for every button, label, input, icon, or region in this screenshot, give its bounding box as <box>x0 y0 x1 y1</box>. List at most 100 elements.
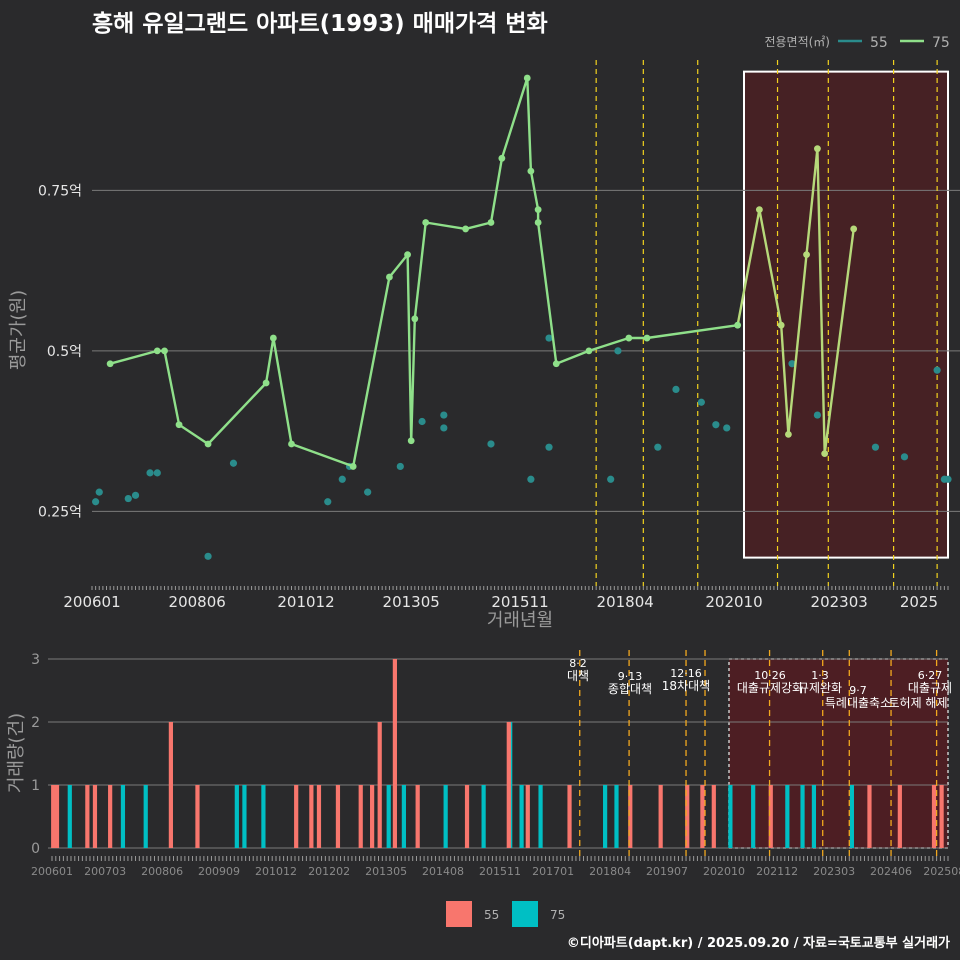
policy-date-label: 6·27 <box>918 669 943 682</box>
point-75 <box>175 421 183 429</box>
bar-55 <box>897 785 902 848</box>
policy-date-label: 8·2 <box>569 657 587 670</box>
bar-55 <box>294 785 299 848</box>
bar-x-tick-label: 200703 <box>84 865 126 878</box>
bar-75 <box>603 785 608 848</box>
point-55 <box>813 411 822 419</box>
bar-x-tick-label: 202508 <box>923 865 960 878</box>
policy-date-label: 9·13 <box>618 670 643 683</box>
policy-date-label: 1·3 <box>811 669 829 682</box>
bar-55 <box>464 785 470 848</box>
bar-55 <box>195 785 200 848</box>
point-75 <box>106 360 114 368</box>
point-75 <box>755 206 763 214</box>
point-55 <box>871 443 880 451</box>
point-55 <box>723 424 731 432</box>
y-tick-label: 0.25억 <box>38 504 82 520</box>
bar-y-tick-label: 3 <box>31 652 40 668</box>
bar-75 <box>751 785 756 848</box>
bar-x-tick-label: 201804 <box>589 865 631 878</box>
highlight-region <box>743 70 949 559</box>
legend-label-55: 55 <box>870 35 888 51</box>
bar-75 <box>143 785 148 848</box>
bar-55 <box>700 785 705 848</box>
point-55 <box>672 385 680 394</box>
point-55 <box>487 440 495 448</box>
bar-75 <box>728 785 733 848</box>
policy-text-label: 토허제 해제 <box>888 696 947 710</box>
bar-55 <box>92 785 98 848</box>
point-75 <box>850 225 858 233</box>
bar-55 <box>939 785 944 848</box>
point-75 <box>288 440 295 448</box>
point-75 <box>269 334 277 342</box>
bar-55 <box>108 785 113 848</box>
policy-text-label: 18차대책 <box>662 678 710 693</box>
point-75 <box>161 347 168 355</box>
bar-y-tick-label: 2 <box>31 715 40 731</box>
bar-x-tick-label: 201408 <box>422 865 464 878</box>
bar-x-tick-label: 200806 <box>141 865 183 878</box>
bar-x-tick-label: 201511 <box>479 865 521 878</box>
point-55 <box>92 498 100 506</box>
point-75 <box>407 437 415 445</box>
bar-55 <box>370 785 375 848</box>
bar-x-tick-label: 200909 <box>198 865 240 878</box>
y-tick-label: 0.75억 <box>38 183 82 199</box>
bar-y-tick-label: 0 <box>31 841 40 857</box>
point-55 <box>124 494 132 503</box>
point-55 <box>204 552 212 560</box>
bar-55 <box>685 785 690 848</box>
bar-x-tick-label: 202303 <box>813 865 855 878</box>
bar-x-tick-label: 202406 <box>870 865 912 878</box>
point-55 <box>788 360 796 368</box>
point-55 <box>527 475 535 483</box>
bar-75 <box>234 785 239 848</box>
point-75 <box>585 347 593 355</box>
point-55 <box>440 411 448 419</box>
point-55 <box>396 462 404 471</box>
policy-text-label: 대출규제 <box>908 681 952 695</box>
point-55 <box>654 443 662 451</box>
bar-75 <box>481 785 486 848</box>
point-55 <box>146 469 154 477</box>
y-axis-label: 평균가(원) <box>8 290 29 370</box>
bar-55 <box>316 785 322 848</box>
point-75 <box>625 334 633 342</box>
policy-date-label: 9·7 <box>849 684 867 697</box>
bar-55 <box>768 785 773 848</box>
bar-y-tick-label: 1 <box>31 778 40 794</box>
point-75 <box>386 273 393 281</box>
point-55 <box>364 488 372 496</box>
bar-55 <box>525 785 530 848</box>
point-75 <box>785 430 792 438</box>
bar-75 <box>120 785 126 848</box>
bar-55 <box>377 722 382 848</box>
policy-text-label: 종합대책 <box>608 681 652 696</box>
bar-75 <box>614 785 619 848</box>
bar-55 <box>415 785 420 848</box>
point-55 <box>338 475 346 483</box>
point-75 <box>462 225 469 233</box>
x-tick-label: 201305 <box>383 593 440 611</box>
bar-55 <box>85 785 90 848</box>
legend-key-bar-75 <box>512 901 538 927</box>
bar-55 <box>309 785 314 848</box>
bar-x-tick-label: 201907 <box>646 865 688 878</box>
point-55 <box>95 488 103 496</box>
point-75 <box>404 251 411 258</box>
series-75-line <box>109 76 738 468</box>
bar-55 <box>867 785 872 848</box>
point-75 <box>821 450 829 458</box>
point-55 <box>900 453 909 461</box>
point-75 <box>349 463 357 470</box>
point-75 <box>777 321 785 329</box>
policy-date-label: 12·16 <box>670 667 702 680</box>
point-75 <box>534 219 542 226</box>
bar-75 <box>785 785 790 848</box>
bar-75 <box>800 785 805 848</box>
legend-title: 전용면적(㎡) <box>764 35 830 49</box>
point-75 <box>422 219 430 226</box>
point-75 <box>262 379 270 387</box>
